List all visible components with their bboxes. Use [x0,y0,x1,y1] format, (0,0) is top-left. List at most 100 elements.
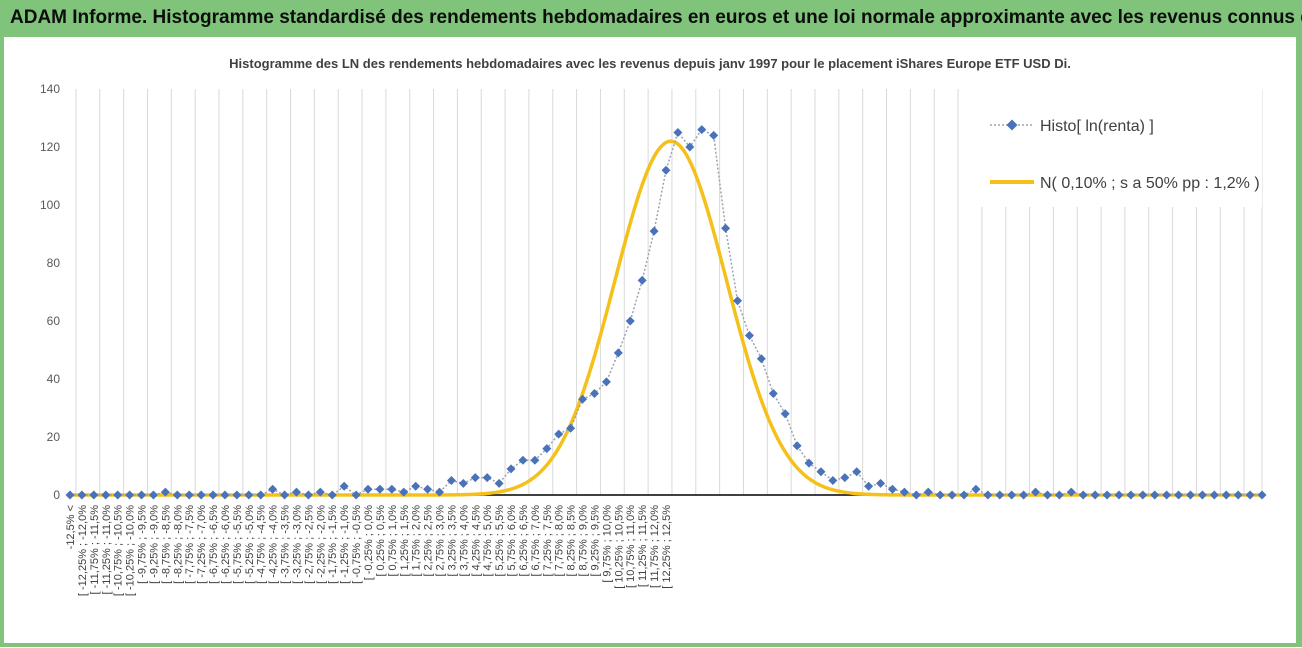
histogram-point [768,389,778,398]
histogram-point [220,490,230,500]
histogram-point [542,444,552,454]
y-tick-label: 100 [40,198,60,212]
histogram-point [375,484,385,494]
histogram-point [1245,490,1255,500]
histogram-point [148,490,158,500]
x-tick-label: [ 10,25% ; 10,5% [613,505,625,589]
x-tick-label: [ -5,25% ; -5,0% [244,505,256,584]
histogram-point [744,331,754,340]
histogram-point [303,490,313,500]
histogram-point [77,490,87,500]
histogram-point [1221,490,1231,500]
x-tick-label: [ 6,75% ; 7,0% [530,505,542,577]
histogram-point [1042,490,1052,500]
histogram-point [1209,490,1219,500]
x-tick-label: [ -6,75% ; -6,5% [208,505,220,584]
x-tick-label: [ 10,75% ; 11,0% [625,505,637,588]
x-tick-label: [ 7,75% ; 8,0% [554,505,566,577]
histogram-point [804,458,814,468]
histogram-point [518,455,528,465]
histogram-point [411,481,421,491]
y-tick-label: 120 [40,140,60,154]
x-tick-label: [ 1,75% ; 2,0% [411,505,423,577]
x-tick-label: [ 11,75% ; 12,0% [649,505,661,588]
histogram-point [160,487,170,497]
histogram-point [1054,490,1064,500]
histogram-point [709,130,719,140]
histogram-point [1007,490,1017,500]
histogram-point [1150,490,1160,500]
histogram-point [625,316,635,326]
histogram-point [1138,490,1148,500]
histogram-point [733,296,743,306]
legend-histo-marker [1006,119,1018,131]
histogram-point [291,487,301,497]
x-tick-label: [ -4,25% ; -4,0% [268,505,280,584]
histogram-point [1126,490,1136,500]
histogram-point [935,490,945,500]
histogram-point [256,490,266,500]
histogram-point [1257,490,1267,500]
histogram-point [315,487,325,497]
histogram-point [446,476,456,485]
x-tick-label: [ -4,75% ; -4,5% [256,505,268,584]
y-tick-label: 80 [47,256,61,270]
histogram-point [852,467,862,477]
y-tick-label: 60 [47,314,61,328]
histogram-point [113,490,123,500]
x-tick-label: [ -5,75% ; -5,5% [232,505,244,584]
histogram-point [458,478,468,488]
x-tick-label: [ 5,25% ; 5,5% [494,505,506,577]
y-tick-label: 20 [47,430,61,444]
histogram-point [387,484,397,494]
histogram-point [1162,490,1172,500]
y-tick-label: 0 [53,488,60,502]
histogram-point [172,490,182,500]
chart-area: Histogramme des LN des rendements hebdom… [4,37,1296,643]
histogram-point [435,487,445,497]
histogram-point [697,125,707,135]
histogram-point [911,490,921,500]
histogram-point [208,490,218,500]
x-tick-label: [ 4,75% ; 5,0% [482,505,494,577]
histogram-point [864,481,874,491]
histogram-point [399,487,409,497]
histogram-point [1090,490,1100,500]
x-tick-label: [ -7,25% ; -7,0% [196,505,208,584]
x-tick-label: [ -1,25% ; -1,0% [339,505,351,584]
histogram-point [899,487,909,497]
legend-box [966,87,1262,207]
x-tick-label: [ -10,25% ; -10,0% [125,505,137,596]
y-tick-label: 40 [47,372,61,386]
x-tick-label: [ 3,75% ; 4,0% [458,505,470,577]
chart-title: Histogramme des LN des rendements hebdom… [229,56,1071,71]
histogram-point [756,354,766,364]
histogram-point [1078,490,1088,500]
histogram-point [1233,490,1243,500]
histogram-point [184,490,194,500]
histogram-point [947,490,957,500]
x-tick-label: [ 3,25% ; 3,5% [446,505,458,577]
x-tick-label: [ 4,25% ; 4,5% [470,505,482,577]
histogram-point [721,223,731,233]
histogram-point [971,484,981,494]
histogram-point [601,377,611,387]
histogram-point [1114,490,1124,500]
histogram-point [649,226,659,236]
histogram-point [1102,490,1112,500]
x-tick-label: [ -9,25% ; -9,0% [148,505,160,584]
histogram-point [780,409,790,419]
histogram-point [137,490,147,500]
histogram-point [506,464,516,474]
x-tick-label: [ -7,75% ; -7,5% [184,505,196,584]
x-tick-label: [ 5,75% ; 6,0% [506,505,518,577]
x-tick-label: [ -6,25% ; -6,0% [220,505,232,584]
histogram-point [470,473,480,483]
histogram-point [327,490,337,500]
histogram-point [923,487,933,497]
legend-histo-label: Histo[ ln(renta) ] [1040,118,1154,135]
histogram-point [101,490,111,500]
x-tick-label: [ -11,75% ; -11,5% [89,505,101,595]
histogram-point [1031,487,1041,497]
